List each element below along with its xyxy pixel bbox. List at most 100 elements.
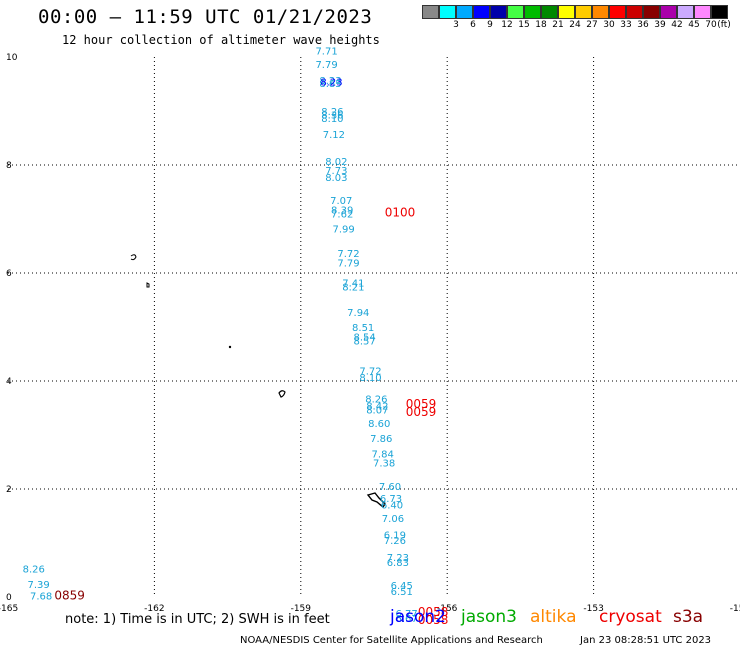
data-label-jason3: 7.60 (379, 482, 401, 493)
data-label-jason3: 8.26 (365, 395, 387, 406)
generated-timestamp: Jan 23 08:28:51 UTC 2023 (580, 635, 712, 646)
data-label-jason3: 8.10 (359, 373, 381, 384)
legend-swatch (473, 5, 490, 19)
data-label-jason3: 7.99 (333, 225, 355, 236)
data-label-jason3: 8.57 (354, 336, 376, 347)
y-tick-label: 6 (6, 269, 12, 279)
data-label-jason3: 7.39 (28, 580, 50, 591)
data-label-jason3: 8.21 (342, 282, 364, 293)
data-label-jason3: 6.51 (391, 587, 413, 598)
x-tick-label: -159 (291, 604, 312, 614)
data-label-s3a: 0859 (54, 589, 85, 603)
data-label-jason3: 7.71 (315, 46, 337, 57)
data-label-cryosat: 0058 (418, 613, 449, 627)
legend-label: 36 (637, 20, 649, 30)
legend-swatch (694, 5, 711, 19)
data-label-jason3: 7.94 (347, 308, 369, 319)
data-label-jason3: 8.26 (23, 565, 45, 576)
legend-label: 15 (518, 20, 530, 30)
data-label-jason3: 8.54 (354, 333, 376, 344)
y-tick-label: 8 (6, 161, 12, 171)
island-outline (228, 345, 232, 349)
data-label-jason3: 7.38 (373, 458, 395, 469)
data-label-cryosat: 0058 (418, 605, 449, 619)
legend-swatch (626, 5, 643, 19)
x-tick-label: -153 (583, 604, 603, 614)
data-label-jason3: 8.07 (366, 405, 388, 416)
data-label-jason3: 7.86 (370, 434, 392, 445)
legend-label: 6 (470, 20, 476, 30)
legend-label: 30 (603, 20, 615, 30)
data-label-jason3: 6.73 (380, 494, 402, 505)
legend-swatch (456, 5, 473, 19)
legend-label: 24 (569, 20, 581, 30)
legend-label: 42 (671, 20, 683, 30)
legend-label: 70 (705, 20, 717, 30)
sat-label-cryosat: cryosat (599, 607, 662, 627)
legend-label: 18 (535, 20, 547, 30)
data-label-jason3: 7.79 (315, 60, 337, 71)
data-label-jason3: 8.36 (321, 111, 343, 122)
data-label-jason3: 6.19 (384, 531, 406, 542)
island-outline (366, 492, 386, 509)
legend-label: 33 (620, 20, 632, 30)
x-tick-label: -165 (0, 604, 18, 614)
x-tick-label: -150 (730, 604, 740, 614)
legend-labels: 3 6 9 12 15 18 21 24 27 30 33 36 39 42 45 70 (ft) (422, 19, 740, 33)
legend-label: 12 (501, 20, 513, 30)
data-label-jason3: 7.72 (337, 249, 359, 260)
data-label-jason3: 8.51 (352, 323, 374, 334)
legend-swatch (643, 5, 660, 19)
legend-label: 39 (654, 20, 666, 30)
data-label-jason3: 7.23 (387, 553, 409, 564)
island-outline (278, 390, 286, 398)
sat-label-jason3: jason3 (461, 607, 517, 627)
data-label-jason3: 8.03 (325, 173, 347, 184)
y-tick-label: 2 (6, 485, 12, 495)
data-label-jason3: 8.10 (321, 114, 343, 125)
legend-label: 27 (586, 20, 598, 30)
footer-note: note: 1) Time is in UTC; 2) SWH is in fe… (65, 612, 330, 627)
data-label-jason3: 8.23 (319, 76, 341, 87)
data-label-jason3: 6.83 (387, 558, 409, 569)
legend-swatch (592, 5, 609, 19)
data-label-jason3: 7.79 (337, 259, 359, 270)
data-label-jason3: 8.26 (321, 107, 343, 118)
data-label-jason3: 7.12 (323, 130, 345, 141)
data-label-jason3: 7.07 (330, 196, 352, 207)
island-outline (130, 254, 137, 261)
data-label-jason3: 8.02 (325, 157, 347, 168)
legend-label: 9 (487, 20, 493, 30)
data-label-jason3: 6.77 (395, 609, 417, 620)
legend-swatch (490, 5, 507, 19)
data-label-jason3: 6.67 (395, 614, 417, 625)
legend-label: 21 (552, 20, 564, 30)
y-tick-label: 4 (6, 377, 12, 387)
data-label-jason3: 7.84 (372, 450, 394, 461)
legend-swatch (439, 5, 456, 19)
data-label-cryosat: 0059 (406, 397, 437, 411)
color-legend: 3 6 9 12 15 18 21 24 27 30 33 36 39 42 45 70 (ft) (422, 5, 740, 33)
x-tick-label: -156 (437, 604, 458, 614)
legend-swatches (422, 5, 740, 19)
legend-swatch (507, 5, 524, 19)
data-label-jason3: 8.39 (331, 206, 353, 217)
data-label-jason3: 7.73 (325, 166, 347, 177)
data-label-jason3: 6.45 (391, 581, 413, 592)
data-label-jason2: 8.23 (320, 78, 342, 89)
legend-swatch (660, 5, 677, 19)
y-tick-label: 0 (6, 593, 12, 603)
sat-label-jason2: jason2 (390, 607, 446, 627)
chart-title: 00:00 – 11:59 UTC 01/21/2023 (38, 6, 373, 28)
data-label-jason3: 7.68 (30, 592, 52, 603)
data-label-jason3: 8.85 (319, 79, 341, 90)
y-tick-label: 10 (6, 53, 18, 63)
x-tick-label: -162 (144, 604, 164, 614)
legend-swatch (524, 5, 541, 19)
data-label-jason3: 6.40 (381, 500, 403, 511)
legend-swatch (422, 5, 439, 19)
data-label-jason3: 7.26 (384, 536, 406, 547)
legend-swatch (541, 5, 558, 19)
data-label-jason3: 7.62 (331, 209, 353, 220)
